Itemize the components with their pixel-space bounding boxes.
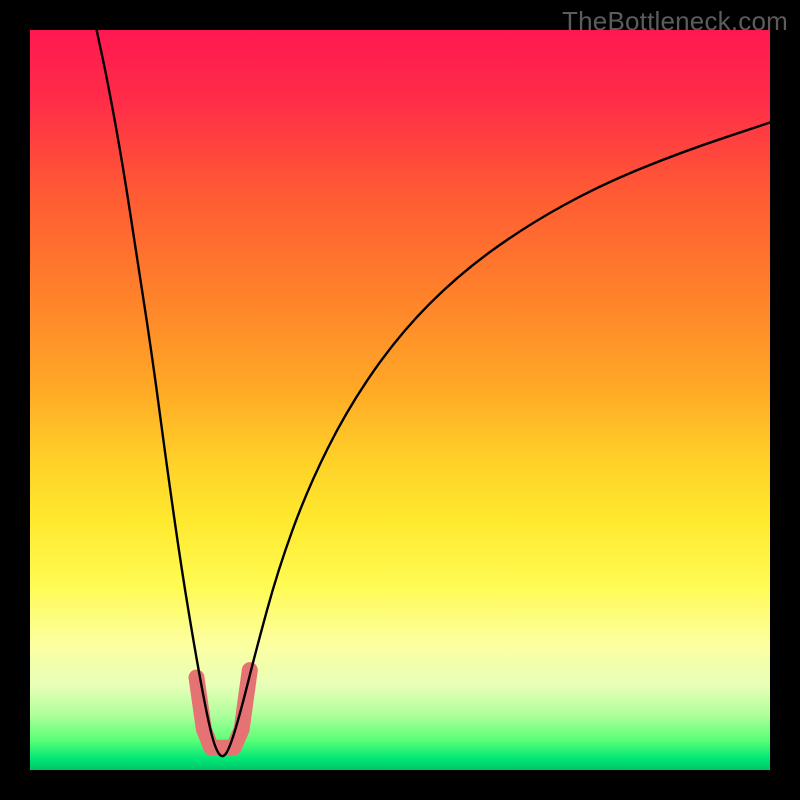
chart-svg	[30, 30, 770, 770]
page-root: TheBottleneck.com	[0, 0, 800, 800]
bottleneck-curve	[97, 30, 770, 756]
plot-area	[30, 30, 770, 770]
